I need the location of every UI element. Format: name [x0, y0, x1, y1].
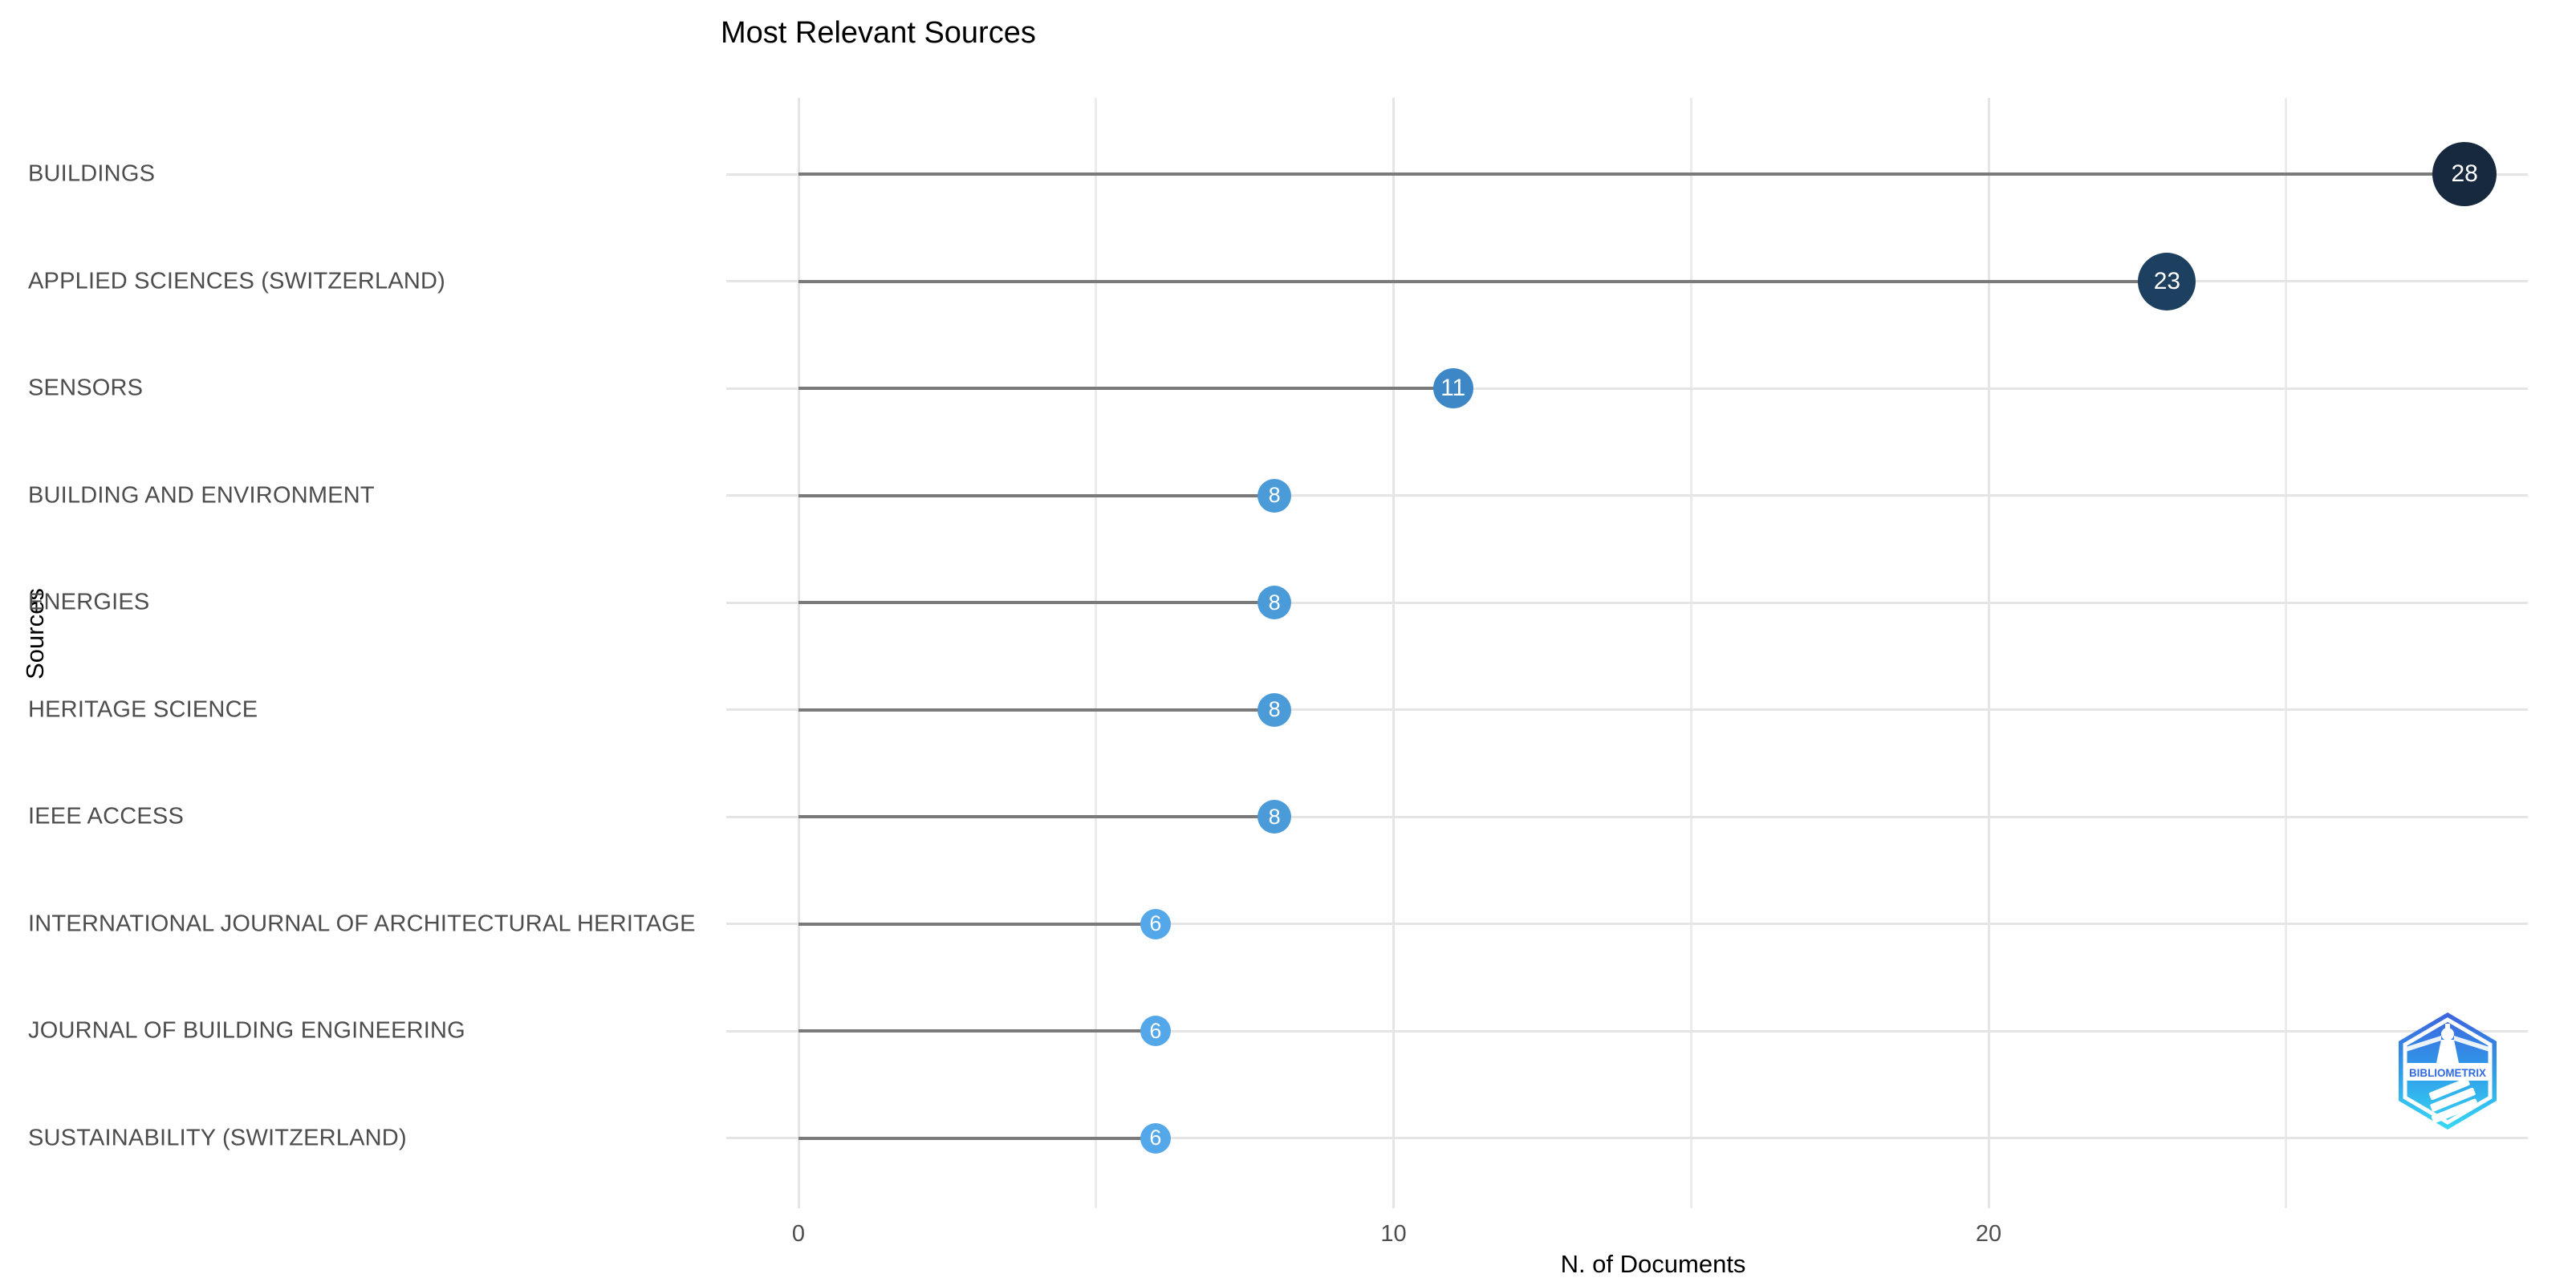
x-gridline-major: [1392, 98, 1395, 1208]
x-tick-label: 0: [791, 1221, 806, 1247]
category-label: HERITAGE SCIENCE: [28, 696, 258, 722]
data-point[interactable]: 28: [2432, 142, 2497, 206]
lollipop-stem: [798, 815, 1275, 818]
x-tick-label: 20: [1975, 1221, 2002, 1247]
x-axis-title: N. of Documents: [1560, 1250, 1746, 1278]
lollipop-stem: [798, 279, 2168, 283]
y-gridline: [726, 494, 2528, 497]
lollipop-stem: [798, 172, 2465, 176]
x-tick-label: 10: [1380, 1221, 1407, 1247]
category-label: BUILDING AND ENVIRONMENT: [28, 482, 375, 508]
data-point[interactable]: 6: [1140, 1122, 1171, 1154]
category-label: ENERGIES: [28, 589, 150, 615]
lollipop-stem: [798, 1029, 1156, 1032]
y-gridline: [726, 923, 2528, 925]
category-label: SUSTAINABILITY (SWITZERLAND): [28, 1125, 407, 1150]
lollipop-stem: [798, 601, 1275, 604]
lollipop-stem: [798, 493, 1275, 497]
lollipop-stem: [798, 708, 1275, 712]
data-point[interactable]: 23: [2138, 252, 2196, 310]
category-label: INTERNATIONAL JOURNAL OF ARCHITECTURAL H…: [28, 911, 696, 936]
y-gridline: [726, 387, 2528, 390]
category-label: APPLIED SCIENCES (SWITZERLAND): [28, 268, 446, 294]
data-point[interactable]: 8: [1258, 478, 1292, 513]
data-point[interactable]: 8: [1258, 586, 1292, 619]
data-point[interactable]: 8: [1258, 800, 1292, 834]
y-gridline: [726, 1137, 2528, 1139]
logo-hexagon-inner-border: [2403, 1017, 2493, 1125]
logo-band: [2407, 1063, 2489, 1081]
lollipop-stem: [798, 1136, 1156, 1140]
y-gridline: [726, 601, 2528, 604]
logo-lighthouse-dome: [2441, 1028, 2454, 1041]
category-label: BUILDINGS: [28, 160, 156, 187]
data-point[interactable]: 6: [1140, 908, 1171, 939]
lollipop-stem: [798, 387, 1453, 390]
x-gridline-minor: [1095, 98, 1098, 1208]
x-gridline-minor: [2285, 98, 2288, 1208]
chart-title: Most Relevant Sources: [721, 16, 1036, 50]
data-point[interactable]: 6: [1140, 1016, 1171, 1046]
y-gridline: [726, 1029, 2528, 1032]
y-gridline: [726, 815, 2528, 818]
x-gridline-major: [1987, 98, 1990, 1208]
x-gridline-major: [797, 98, 800, 1208]
data-point[interactable]: 8: [1258, 692, 1292, 727]
bibliometrix-logo: BIBLIOMETRIX: [2399, 1012, 2497, 1130]
logo-ray-right: [2454, 1036, 2489, 1052]
category-label: IEEE ACCESS: [28, 803, 184, 830]
lollipop-stem: [798, 922, 1156, 926]
logo-lighthouse-tip: [2445, 1024, 2450, 1030]
data-point[interactable]: 11: [1432, 368, 1473, 408]
category-label: JOURNAL OF BUILDING ENGINEERING: [28, 1017, 465, 1044]
logo-ray-left: [2406, 1036, 2441, 1052]
y-gridline: [726, 708, 2528, 711]
logo-wordmark: BIBLIOMETRIX: [2409, 1066, 2487, 1079]
logo-book-stack: [2428, 1077, 2479, 1124]
category-label: SENSORS: [28, 375, 144, 401]
x-gridline-minor: [1689, 98, 1692, 1208]
logo-lighthouse-tower: [2436, 1040, 2459, 1063]
